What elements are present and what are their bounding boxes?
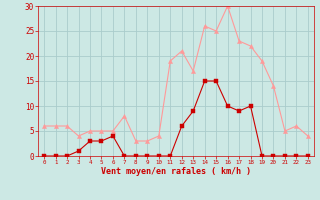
X-axis label: Vent moyen/en rafales ( km/h ): Vent moyen/en rafales ( km/h ) bbox=[101, 167, 251, 176]
